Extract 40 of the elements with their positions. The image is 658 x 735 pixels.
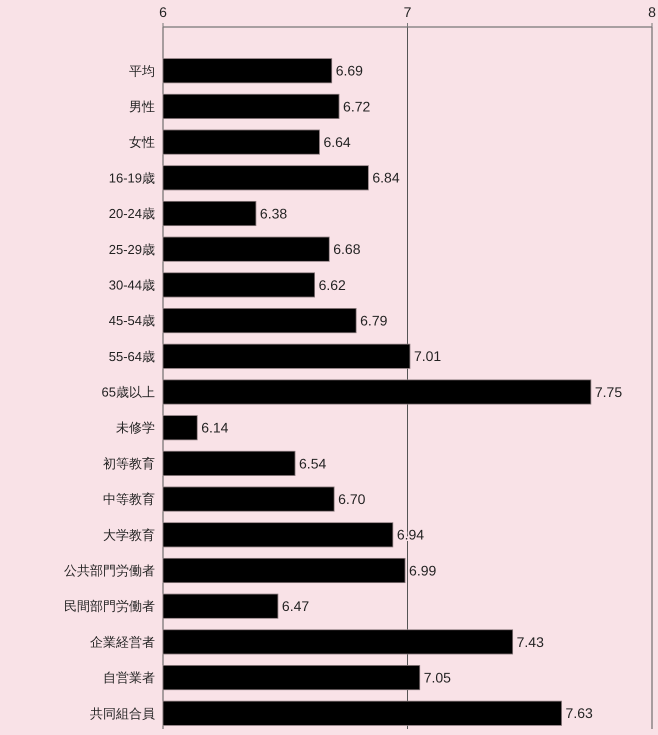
y-tick-label: 30-44歳 (108, 277, 155, 292)
y-tick-label: 企業経営者 (90, 634, 155, 650)
x-tick-label: 8 (648, 4, 656, 20)
y-tick-label: 共同組合員 (90, 706, 155, 721)
data-label: 6.47 (282, 598, 310, 614)
data-label: 6.79 (360, 312, 388, 328)
data-label: 6.68 (333, 241, 361, 258)
data-label: 6.70 (338, 490, 366, 507)
y-tick-label: 女性 (129, 134, 155, 150)
data-label: 7.43 (516, 634, 544, 650)
data-label: 6.69 (336, 62, 364, 79)
y-tick-label: 55-64歳 (108, 348, 155, 364)
y-tick-label: 平均 (129, 63, 155, 78)
y-tick-label: 大学教育 (103, 527, 155, 542)
y-tick-label: 中等教育 (103, 492, 155, 507)
y-tick-label: 16-19歳 (108, 170, 155, 186)
y-tick-label: 65歳以上 (102, 384, 155, 400)
y-tick-label: 公共部門労働者 (64, 563, 155, 578)
x-tick-label: 7 (404, 4, 412, 20)
data-label: 7.01 (414, 348, 442, 364)
data-label: 6.62 (318, 276, 346, 293)
x-tick-label: 6 (159, 4, 168, 20)
y-tick-label: 民間部門労働者 (64, 598, 155, 614)
data-label: 6.72 (343, 98, 370, 114)
data-label: 7.05 (424, 669, 452, 686)
y-tick-label: 初等教育 (103, 456, 155, 471)
data-label: 6.14 (201, 420, 229, 436)
y-tick-label: 男性 (129, 98, 155, 114)
y-tick-label: 45-54歳 (108, 313, 155, 328)
data-label: 6.64 (323, 134, 351, 150)
y-tick-label: 25-29歳 (108, 242, 155, 257)
data-label: 6.99 (409, 562, 437, 578)
data-label: 7.75 (594, 384, 622, 400)
data-label: 7.63 (566, 705, 593, 722)
data-label: 6.54 (299, 455, 326, 472)
data-label: 6.84 (372, 170, 400, 186)
y-tick-label: 未修学 (116, 420, 155, 436)
y-tick-label: 自営業者 (103, 670, 155, 686)
y-tick-label: 20-24歳 (108, 206, 155, 222)
data-label: 6.38 (260, 205, 288, 222)
